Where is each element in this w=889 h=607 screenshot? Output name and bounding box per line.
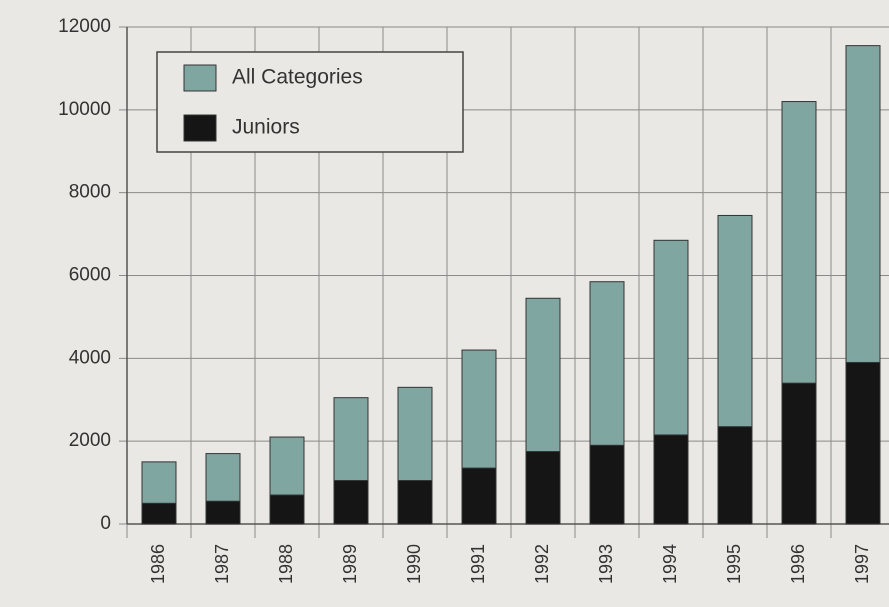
x-tick-label: 1997 (852, 544, 872, 584)
bar (205, 500, 241, 525)
bar (589, 444, 625, 525)
legend-swatch (183, 64, 217, 92)
bar (781, 382, 817, 525)
bar (717, 426, 753, 525)
bar (845, 361, 881, 525)
y-tick-label: 10000 (58, 99, 111, 120)
y-tick-label: 4000 (69, 347, 111, 368)
bar (141, 502, 177, 525)
bar (333, 480, 369, 525)
bar (461, 467, 497, 525)
x-tick-label: 1994 (660, 544, 680, 584)
x-tick-label: 1988 (276, 544, 296, 584)
x-tick-label: 1989 (340, 544, 360, 584)
x-tick-label: 1986 (148, 544, 168, 584)
y-tick-label: 12000 (58, 16, 111, 37)
bar (269, 494, 305, 525)
legend-label: Juniors (232, 116, 300, 139)
x-tick-label: 1995 (724, 544, 744, 584)
x-tick-label: 1990 (404, 544, 424, 584)
bar (397, 480, 433, 525)
y-tick-label: 6000 (69, 265, 111, 286)
x-tick-label: 1987 (212, 544, 232, 584)
y-tick-label: 2000 (69, 430, 111, 451)
y-tick-label: 8000 (69, 182, 111, 203)
y-tick-label: 0 (100, 513, 111, 534)
legend-label: All Categories (232, 66, 363, 89)
bar (525, 451, 561, 525)
x-tick-label: 1991 (468, 544, 488, 584)
x-tick-label: 1993 (596, 544, 616, 584)
x-tick-label: 1992 (532, 544, 552, 584)
bar (653, 434, 689, 525)
legend-swatch (183, 114, 217, 142)
x-tick-label: 1996 (788, 544, 808, 584)
